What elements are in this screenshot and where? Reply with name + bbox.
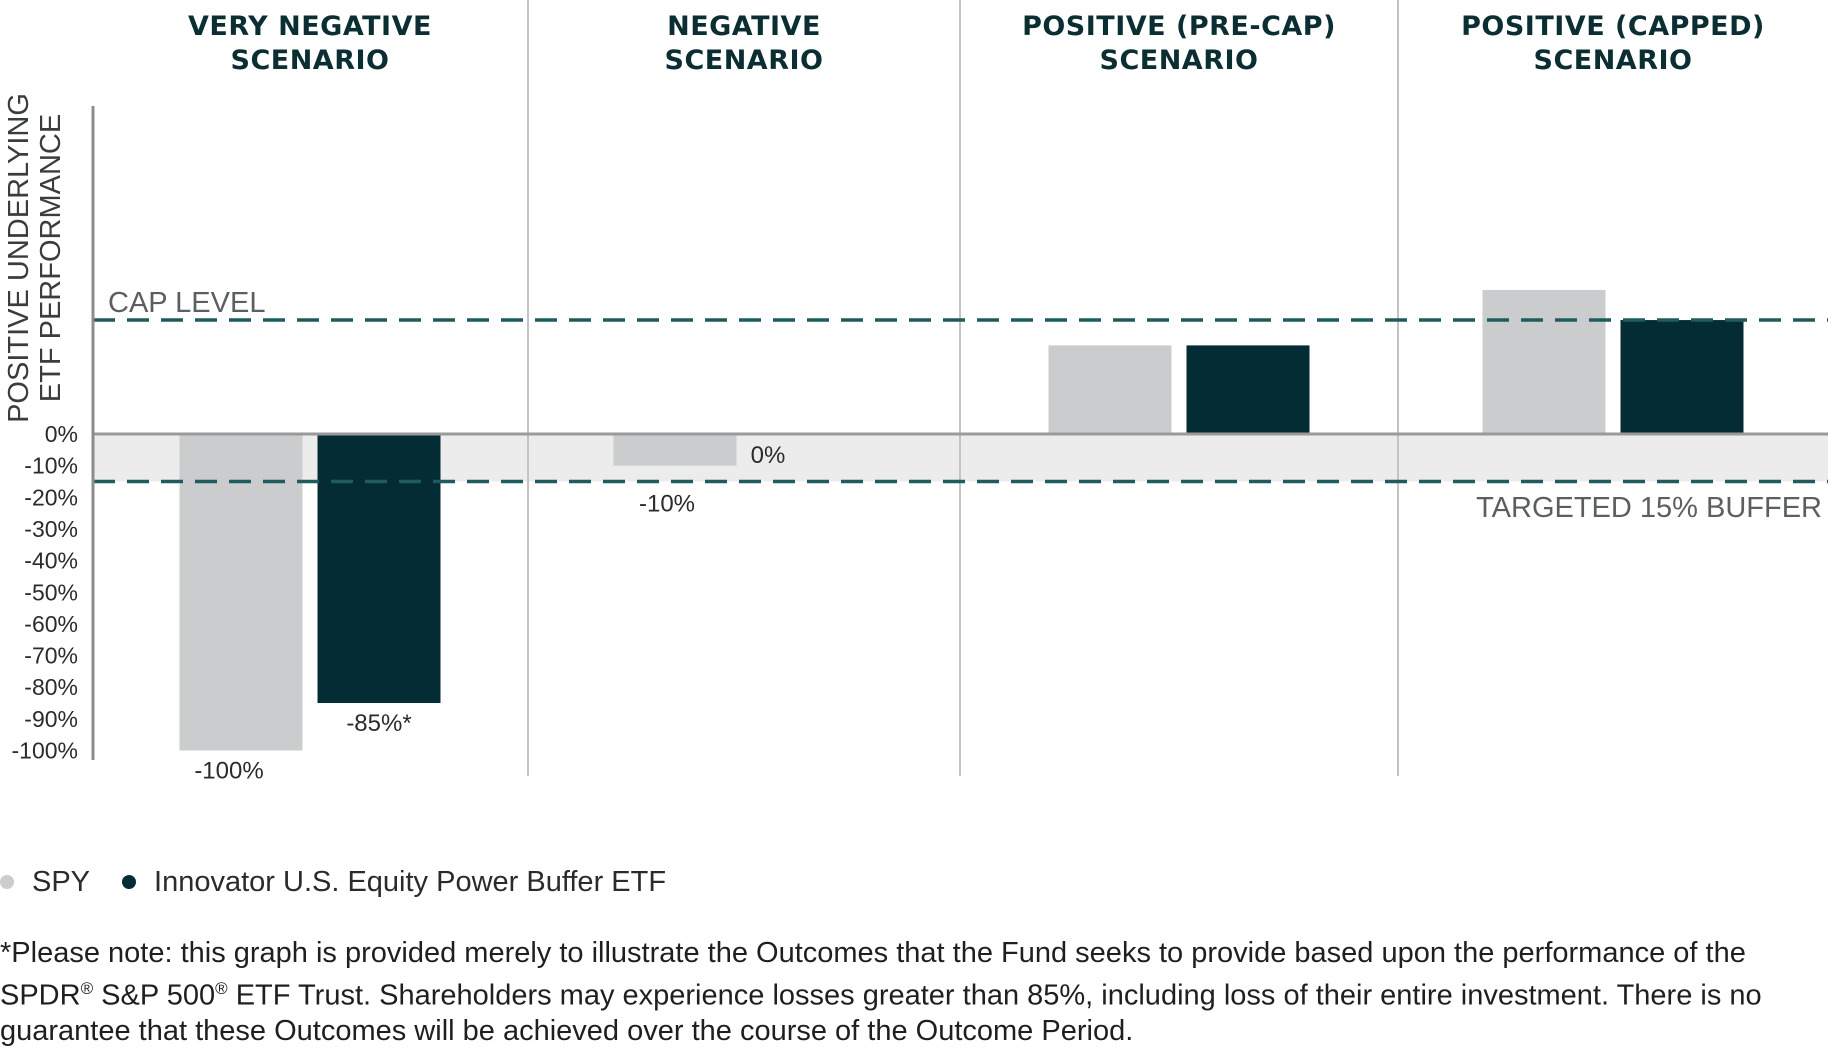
scenario-header-3: POSITIVE (PRE-CAP) SCENARIO: [1022, 11, 1336, 76]
y-tick-label: -20%: [24, 484, 78, 510]
y-tick-label: -40%: [24, 548, 78, 574]
data-label-spy-scenario-1: -100%: [194, 758, 263, 785]
footnote: *Please note: this graph is provided mer…: [0, 936, 1828, 1049]
registered-mark-1: ®: [80, 979, 94, 998]
bar-innovator-etf-scenario-4: [1620, 320, 1744, 434]
footnote-text-1: *Please note: this graph is provided mer…: [0, 937, 1746, 1012]
bar-spy-scenario-4: [1482, 289, 1606, 434]
cap-level-label: CAP LEVEL: [108, 287, 265, 319]
y-tick-label: -70%: [24, 643, 78, 669]
legend-swatch-spy: [0, 875, 14, 889]
legend-label-spy: SPY: [32, 865, 91, 898]
data-label-spy-scenario-2: -10%: [639, 491, 695, 518]
legend-item-spy: SPY: [0, 866, 90, 899]
bar-innovator-etf-scenario-1: [317, 434, 441, 704]
scenario-header-2: NEGATIVE SCENARIO: [665, 11, 824, 76]
data-label-innovator-etf-scenario-2: 0%: [751, 442, 786, 469]
bar-innovator-etf-scenario-3: [1186, 345, 1310, 434]
footnote-text-3: ETF Trust. Shareholders may experience l…: [0, 979, 1762, 1047]
registered-mark-2: ®: [215, 979, 228, 998]
y-tick-label: -30%: [24, 516, 78, 542]
legend: SPY Innovator U.S. Equity Power Buffer E…: [0, 862, 698, 902]
data-label-innovator-etf-scenario-1: -85%*: [346, 710, 411, 737]
bar-spy-scenario-3: [1048, 345, 1172, 434]
scenario-header-1: VERY NEGATIVE SCENARIO: [188, 11, 432, 76]
bar-spy-scenario-1: [179, 434, 303, 751]
legend-label-innovator-etf: Innovator U.S. Equity Power Buffer ETF: [154, 865, 667, 898]
footnote-text-2: S&P 500: [93, 979, 216, 1012]
y-tick-label: -10%: [24, 453, 78, 479]
y-tick-label: -50%: [24, 579, 78, 605]
legend-item-innovator-etf: Innovator U.S. Equity Power Buffer ETF: [122, 866, 666, 899]
y-tick-label: 0%: [45, 421, 78, 447]
y-axis-label: POSITIVE UNDERLYINGETF PERFORMANCE: [3, 93, 67, 423]
y-tick-label: -80%: [24, 674, 78, 700]
legend-swatch-innovator-etf: [122, 875, 137, 889]
scenario-header-4: POSITIVE (CAPPED) SCENARIO: [1461, 11, 1765, 76]
y-tick-label: -90%: [24, 706, 78, 732]
buffer-label: TARGETED 15% BUFFER: [1476, 492, 1822, 524]
buffer-outcome-chart: VERY NEGATIVE SCENARIO NEGATIVE SCENARIO POS…: [3, 0, 1828, 785]
bar-spy-scenario-2: [613, 434, 737, 466]
y-tick-label: -100%: [12, 738, 78, 764]
y-tick-label: -60%: [24, 611, 78, 637]
